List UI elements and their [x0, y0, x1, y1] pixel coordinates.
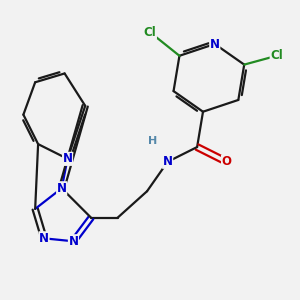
Text: Cl: Cl: [270, 49, 283, 62]
Text: N: N: [68, 235, 78, 248]
Text: N: N: [39, 232, 49, 245]
Text: N: N: [63, 152, 73, 165]
Text: N: N: [163, 155, 173, 168]
Text: N: N: [57, 182, 67, 195]
Text: H: H: [148, 136, 158, 146]
Text: O: O: [222, 155, 232, 168]
Text: N: N: [210, 38, 220, 50]
Text: Cl: Cl: [144, 26, 156, 39]
